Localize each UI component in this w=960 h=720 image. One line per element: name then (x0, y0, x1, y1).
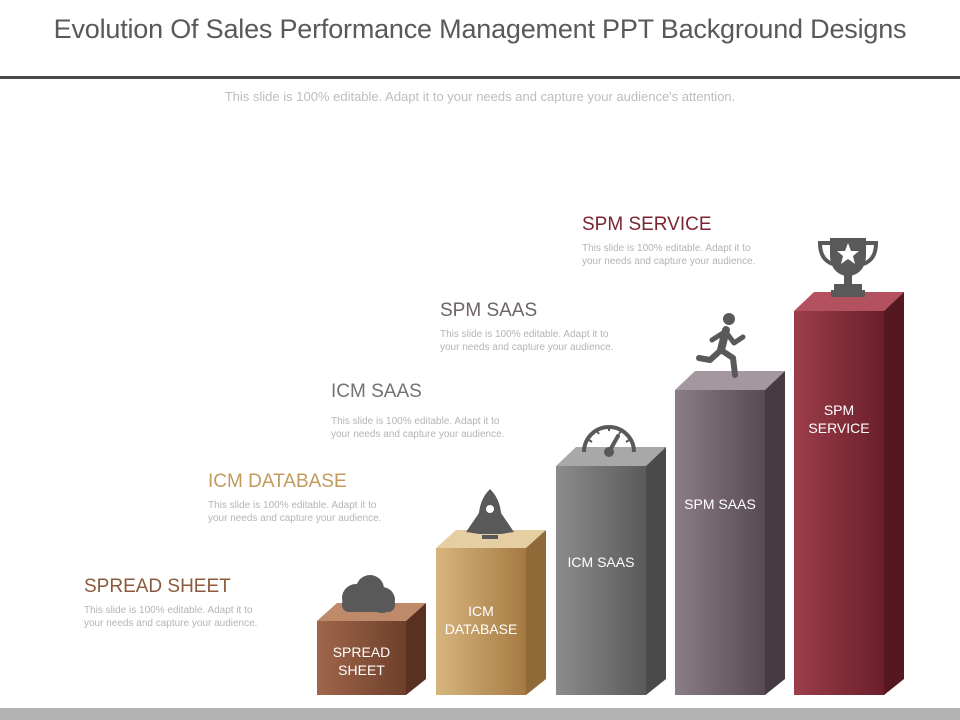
stage-description-spread-sheet: This slide is 100% editable. Adapt it to… (84, 605, 258, 629)
cloud-icon (342, 575, 395, 613)
bar-label-spm-service: SPM SERVICE (808, 402, 870, 436)
title-divider (0, 76, 960, 79)
bar-label-spread-sheet: SPREAD SHEET (332, 644, 391, 678)
stage-heading-icm-saas: ICM SAAS (331, 381, 422, 402)
bar-label-icm-database: ICM DATABASE (444, 603, 518, 637)
stage-description-spm-service: This slide is 100% editable. Adapt it to… (582, 243, 756, 267)
stage-heading-spm-saas: SPM SAAS (440, 300, 538, 321)
stage-heading-icm-database: ICM DATABASE (208, 471, 347, 492)
rocket-icon (466, 489, 514, 539)
bar-spm-saas (675, 371, 785, 695)
footer-bar (0, 708, 960, 720)
bar-label-icm-saas: ICM SAAS (567, 554, 635, 570)
stage-description-icm-saas: This slide is 100% editable. Adapt it to… (331, 416, 505, 440)
bar-spm-service (794, 292, 904, 695)
slide-title: Evolution Of Sales Performance Managemen… (53, 14, 907, 44)
bar-icm-saas (556, 447, 666, 695)
trophy-icon (817, 238, 879, 297)
slide-subtitle: This slide is 100% editable. Adapt it to… (224, 89, 736, 104)
stage-description-icm-database: This slide is 100% editable. Adapt it to… (208, 500, 382, 524)
stage-heading-spm-service: SPM SERVICE (582, 214, 712, 235)
bar-label-spm-saas: SPM SAAS (684, 496, 756, 512)
stage-heading-spread-sheet: SPREAD SHEET (84, 576, 231, 597)
stage-description-spm-saas: This slide is 100% editable. Adapt it to… (440, 329, 614, 353)
bar-icm-database (436, 530, 546, 695)
bar-spread-sheet (317, 603, 426, 695)
runner-icon (696, 313, 746, 378)
speedometer-icon (582, 425, 636, 457)
